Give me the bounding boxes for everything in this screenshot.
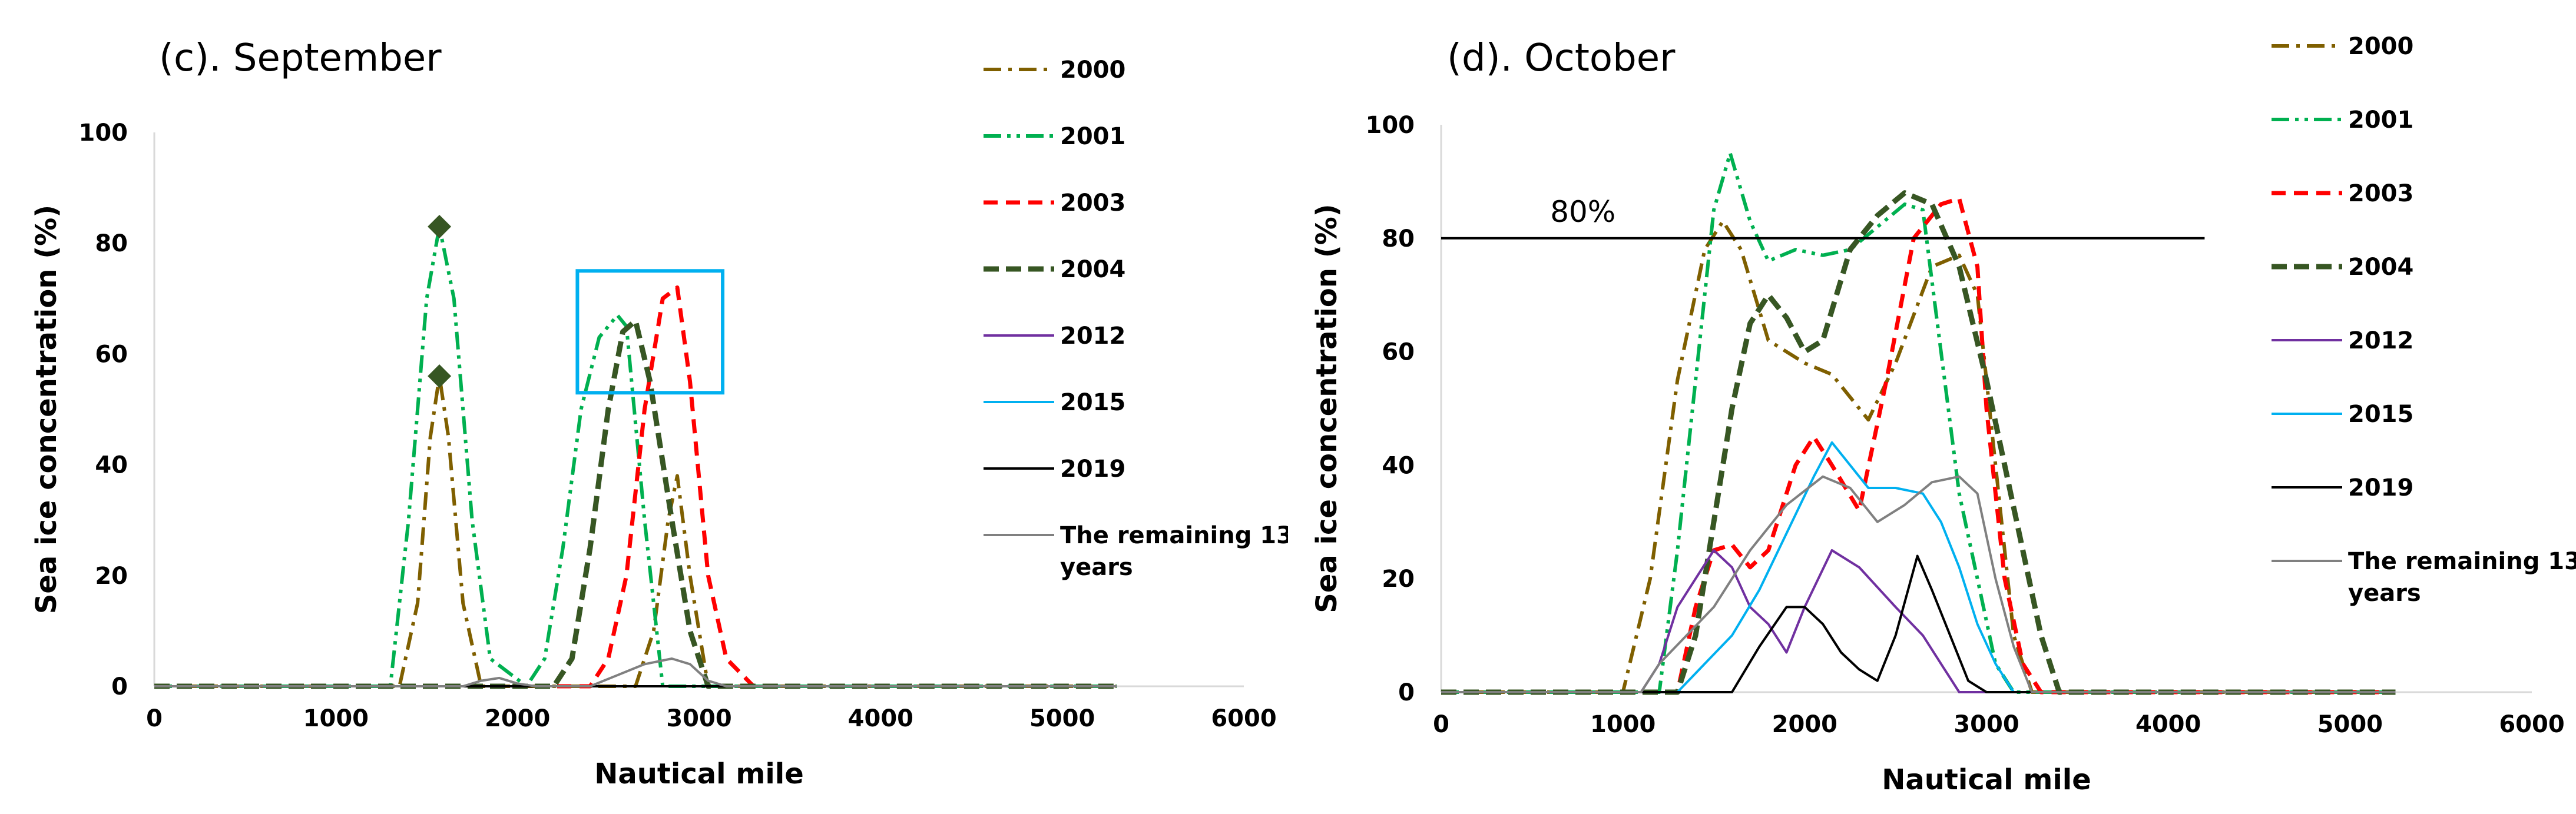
y-tick-label: 80 [95, 230, 128, 257]
chart-title: (d). October [1447, 36, 1676, 80]
x-axis-title: Nautical mile [1882, 763, 2091, 796]
legend-label: 2003 [1060, 190, 1125, 217]
series-line-2003 [1441, 196, 2396, 695]
x-tick-label: 0 [146, 705, 163, 732]
y-tick-label: 20 [95, 563, 128, 590]
series-line-2001 [154, 225, 1117, 688]
y-axis-title: Sea ice concentration (%) [1310, 204, 1343, 613]
legend-label: The remaining 13 [1060, 522, 1288, 549]
legend-label-cont: years [1060, 554, 1133, 581]
y-tick-label: 100 [1366, 112, 1415, 139]
y-tick-label: 100 [79, 119, 128, 147]
series-line-2000 [154, 374, 1117, 688]
panel-october: (d). October 0 1000 2000 3000 4000 5000 6000 0 20… [1288, 0, 2576, 814]
y-axis-title: Sea ice concentration (%) [30, 205, 63, 614]
legend-label: 2003 [2348, 180, 2413, 207]
chart-october: (d). October 0 1000 2000 3000 4000 5000 6000 0 20… [1310, 33, 2576, 796]
series-line-2004 [1441, 190, 2396, 695]
series-line-the-remaining-13-years [1441, 475, 2396, 693]
chart-title: (c). September [159, 36, 442, 80]
legend-label: 2000 [1060, 57, 1125, 84]
series-line-2003 [154, 285, 1117, 689]
reference-line-label: 80% [1550, 195, 1615, 229]
x-tick-label: 1000 [303, 705, 369, 732]
legend-label: The remaining 13 [2348, 548, 2576, 575]
legend-label: 2004 [1060, 256, 1125, 283]
y-tick-label: 20 [1382, 566, 1415, 593]
y-tick-label: 60 [95, 341, 128, 368]
x-tick-label: 4000 [2135, 711, 2201, 738]
legend-label: 2012 [1060, 323, 1125, 350]
y-tick-label: 60 [1382, 339, 1415, 366]
peak-marker [428, 364, 452, 388]
legend-label: 2015 [2348, 401, 2413, 428]
series-line-2001 [1441, 151, 2396, 694]
x-tick-label: 1000 [1590, 711, 1655, 738]
y-tick-label: 0 [111, 673, 128, 700]
x-axis-title: Nautical mile [594, 757, 804, 790]
series-line-2012 [1441, 549, 2396, 693]
legend-label: 2019 [1060, 456, 1125, 483]
legend-label: 2004 [2348, 254, 2413, 281]
x-tick-label: 5000 [2317, 711, 2383, 738]
x-tick-label: 2000 [485, 705, 550, 732]
legend-label-cont: years [2348, 580, 2421, 607]
x-tick-label: 5000 [1029, 705, 1095, 732]
chart-september: (c). September 0 1000 2000 3000 4000 5000 6000 0… [30, 36, 1288, 790]
y-tick-label: 40 [95, 452, 128, 479]
x-tick-label: 0 [1433, 711, 1449, 738]
legend-label: 2012 [2348, 327, 2413, 354]
series-line-2015 [1441, 441, 2396, 693]
x-tick-label: 3000 [666, 705, 731, 732]
x-tick-label: 2000 [1772, 711, 1837, 738]
y-tick-label: 80 [1382, 225, 1415, 252]
x-tick-label: 6000 [2499, 711, 2564, 738]
legend-label: 2001 [1060, 123, 1125, 150]
peak-marker [428, 214, 452, 238]
legend-label: 2019 [2348, 474, 2413, 501]
series-line-the-remaining-13-years [154, 657, 1117, 687]
legend-label: 2015 [1060, 389, 1125, 416]
x-tick-label: 3000 [1953, 711, 2019, 738]
y-tick-label: 40 [1382, 452, 1415, 479]
legend-label: 2001 [2348, 107, 2413, 134]
series-line-2019 [1441, 554, 2396, 693]
x-tick-label: 4000 [848, 705, 913, 732]
y-tick-label: 0 [1398, 679, 1415, 706]
legend-label: 2000 [2348, 33, 2413, 60]
highlight-box [575, 269, 725, 395]
x-tick-label: 6000 [1211, 705, 1276, 732]
series-line-2004 [154, 318, 1117, 689]
panel-september: (c). September 0 1000 2000 3000 4000 5000 6000 0… [30, 36, 1288, 790]
series-line-2000 [1441, 219, 2396, 694]
